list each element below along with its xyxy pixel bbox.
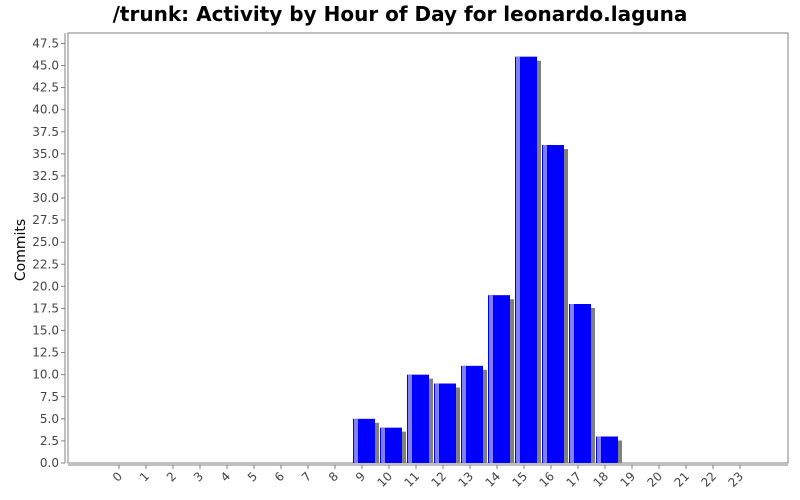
y-tick-label: 27.5 bbox=[32, 213, 59, 227]
y-axis-title: Commits bbox=[13, 219, 29, 281]
bar-highlight bbox=[571, 304, 574, 463]
y-tick-label: 40.0 bbox=[32, 103, 59, 117]
bar-edge bbox=[380, 427, 382, 463]
y-tick-label: 30.0 bbox=[32, 191, 59, 205]
x-tick-label: 15 bbox=[509, 469, 530, 490]
y-tick-label: 47.5 bbox=[32, 36, 59, 50]
bar-hour-16 bbox=[544, 145, 564, 463]
y-axis: 0.0 2.5 5.0 7.5 10.0 12.5 15.0 17.5 20.0 22.5 25.0… bbox=[32, 36, 65, 470]
y-tick-label: 25.0 bbox=[32, 235, 59, 249]
y-tick-label: 20.0 bbox=[32, 279, 59, 293]
x-tick-label: 17 bbox=[563, 469, 584, 490]
y-tick-label: 7.5 bbox=[40, 390, 59, 404]
bar-highlight bbox=[409, 374, 412, 463]
x-tick-label: 10 bbox=[374, 469, 395, 490]
x-tick-label: 2 bbox=[164, 469, 179, 484]
bar-hour-15 bbox=[517, 56, 537, 464]
x-tick-label: 7 bbox=[299, 469, 314, 484]
y-tick-label: 10.0 bbox=[32, 368, 59, 382]
bar-highlight bbox=[463, 365, 466, 463]
y-tick-label: 45.0 bbox=[32, 59, 59, 73]
x-tick-label: 23 bbox=[725, 469, 746, 490]
y-tick-label: 37.5 bbox=[32, 125, 59, 139]
bar-highlight bbox=[382, 427, 385, 463]
y-tick-label: 15.0 bbox=[32, 324, 59, 338]
y-tick-label: 42.5 bbox=[32, 81, 59, 95]
x-tick-label: 0 bbox=[110, 469, 125, 484]
bar-edge bbox=[569, 304, 571, 463]
x-tick-label: 13 bbox=[455, 469, 476, 490]
y-tick-label: 0.0 bbox=[40, 456, 59, 470]
y-tick-label: 32.5 bbox=[32, 169, 59, 183]
y-tick-label: 5.0 bbox=[40, 412, 59, 426]
bar-hour-14 bbox=[490, 295, 510, 463]
x-tick-label: 5 bbox=[245, 469, 260, 484]
x-tick-label: 9 bbox=[353, 469, 368, 484]
x-tick-label: 21 bbox=[671, 469, 692, 490]
x-tick-label: 3 bbox=[191, 469, 206, 484]
bar-highlight bbox=[490, 295, 493, 463]
bar-edge bbox=[596, 436, 598, 463]
bar-edge bbox=[542, 145, 544, 463]
bar-edge bbox=[353, 418, 355, 463]
x-tick-label: 20 bbox=[644, 469, 665, 490]
x-tick-label: 1 bbox=[137, 469, 152, 484]
bar-highlight bbox=[436, 383, 439, 463]
bar-highlight bbox=[517, 56, 520, 464]
y-tick-label: 17.5 bbox=[32, 301, 59, 315]
bar-edge bbox=[434, 383, 436, 463]
bar-hour-9 bbox=[355, 418, 375, 463]
bar-highlight bbox=[598, 436, 601, 463]
x-tick-label: 12 bbox=[428, 469, 449, 490]
bar-edge bbox=[461, 365, 463, 463]
bar-edge bbox=[488, 295, 490, 463]
x-tick-label: 22 bbox=[698, 469, 719, 490]
y-tick-label: 22.5 bbox=[32, 257, 59, 271]
x-tick-label: 11 bbox=[401, 469, 422, 490]
bar-hour-11 bbox=[409, 374, 429, 463]
bar-highlight bbox=[544, 145, 547, 463]
bar-hour-12 bbox=[436, 383, 456, 463]
x-tick-label: 14 bbox=[482, 469, 503, 490]
bar-highlight bbox=[355, 418, 358, 463]
bar-hour-13 bbox=[463, 365, 483, 463]
bar-hour-10 bbox=[382, 427, 402, 463]
x-tick-label: 19 bbox=[617, 469, 638, 490]
y-tick-label: 12.5 bbox=[32, 346, 59, 360]
bar-edge bbox=[407, 374, 409, 463]
x-tick-label: 6 bbox=[272, 469, 287, 484]
x-tick-label: 16 bbox=[536, 469, 557, 490]
x-tick-label: 4 bbox=[218, 469, 233, 484]
x-axis: 0 1 2 3 4 5 6 7 8 9 10 11 12 13 14 15 16 17 18 19 20 21 22 23 bbox=[110, 465, 746, 490]
bar-series bbox=[353, 56, 622, 464]
x-tick-label: 8 bbox=[326, 469, 341, 484]
chart-title: /trunk: Activity by Hour of Day for leon… bbox=[112, 2, 688, 26]
x-tick-label: 18 bbox=[590, 469, 611, 490]
bar-edge bbox=[515, 56, 517, 464]
bar-hour-17 bbox=[571, 304, 591, 463]
y-tick-label: 35.0 bbox=[32, 147, 59, 161]
bar-hour-18 bbox=[598, 436, 618, 463]
y-tick-label: 2.5 bbox=[40, 434, 59, 448]
